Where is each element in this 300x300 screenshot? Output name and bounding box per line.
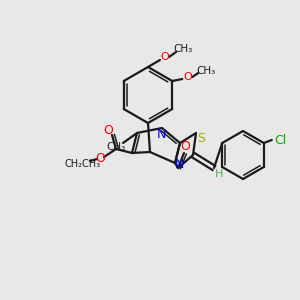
Text: CH₃: CH₃: [106, 142, 126, 152]
Text: S: S: [197, 131, 205, 145]
Text: H: H: [215, 169, 223, 179]
Text: N: N: [174, 158, 184, 170]
Text: O: O: [95, 152, 105, 164]
Text: Cl: Cl: [275, 134, 287, 146]
Text: CH₃: CH₃: [196, 66, 216, 76]
Text: O: O: [184, 72, 193, 82]
Text: O: O: [180, 140, 190, 154]
Text: O: O: [160, 52, 169, 62]
Text: CH₃: CH₃: [173, 44, 193, 54]
Text: O: O: [103, 124, 113, 136]
Text: N: N: [156, 128, 166, 142]
Text: CH₂CH₃: CH₂CH₃: [65, 159, 101, 169]
